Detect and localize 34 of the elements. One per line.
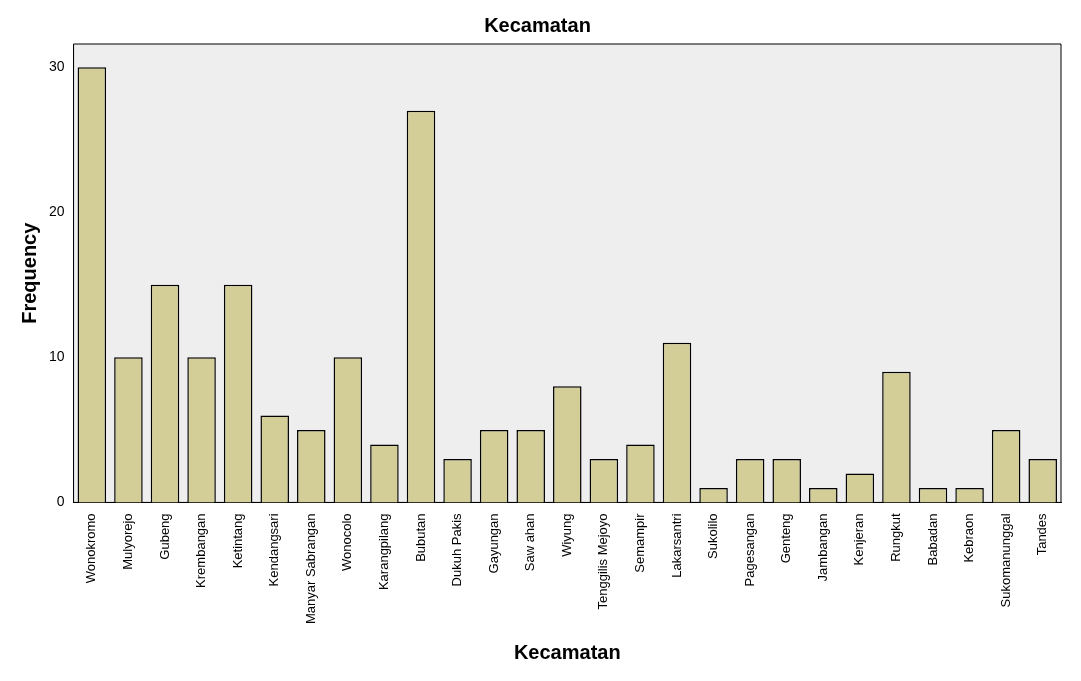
x-tick-label: Pagesangan [741,513,757,587]
x-tick-label: Tenggilis Mejoyo [595,513,611,610]
y-tick-label: 30 [48,58,65,75]
x-tick-label: Saw ahan [522,513,538,572]
x-tick-label: Karangpilang [376,513,392,591]
x-tick-label: Wonokromo [83,513,99,584]
x-tick-label: Manyar Sabrangan [302,513,318,625]
x-tick-label: Kendangsari [266,513,282,587]
x-tick-label: Mulyorejo [120,513,136,570]
x-tick-label: Ketintang [229,513,245,569]
x-tick-label: Lakarsantri [668,513,684,578]
x-tick-label: Sukolilo [705,513,721,559]
x-tick-label: Wiyung [558,513,574,557]
x-tick-label: Sukomanunggal [997,513,1013,608]
x-tick-label: Gubeng [156,513,172,560]
x-tick-label: Jambangan [814,513,830,582]
x-tick-label: Wonocolo [339,513,355,572]
x-tick-label: Genteng [778,513,794,564]
x-tick-label: Kenjeran [851,513,867,566]
x-tick-label: Kebraon [961,513,977,563]
x-tick-label: Gayungan [485,513,501,574]
chart-title: Kecamatan [484,13,591,36]
y-axis-title: Frequency [17,221,40,324]
x-tick-label: Babadan [924,513,940,566]
y-tick-label: 10 [48,348,65,365]
x-axis-title: Kecamatan [513,640,621,663]
x-tick-label: Krembangan [193,513,209,588]
y-tick-label: 20 [48,203,65,220]
x-tick-label: Bubutan [412,513,428,562]
x-tick-label: Tandes [1034,512,1050,556]
x-tick-label: Semampir [632,512,648,573]
x-tick-label: Rungkut [888,513,904,562]
x-tick-label: Dukuh Pakis [449,512,465,587]
y-tick-label: 0 [56,493,65,510]
